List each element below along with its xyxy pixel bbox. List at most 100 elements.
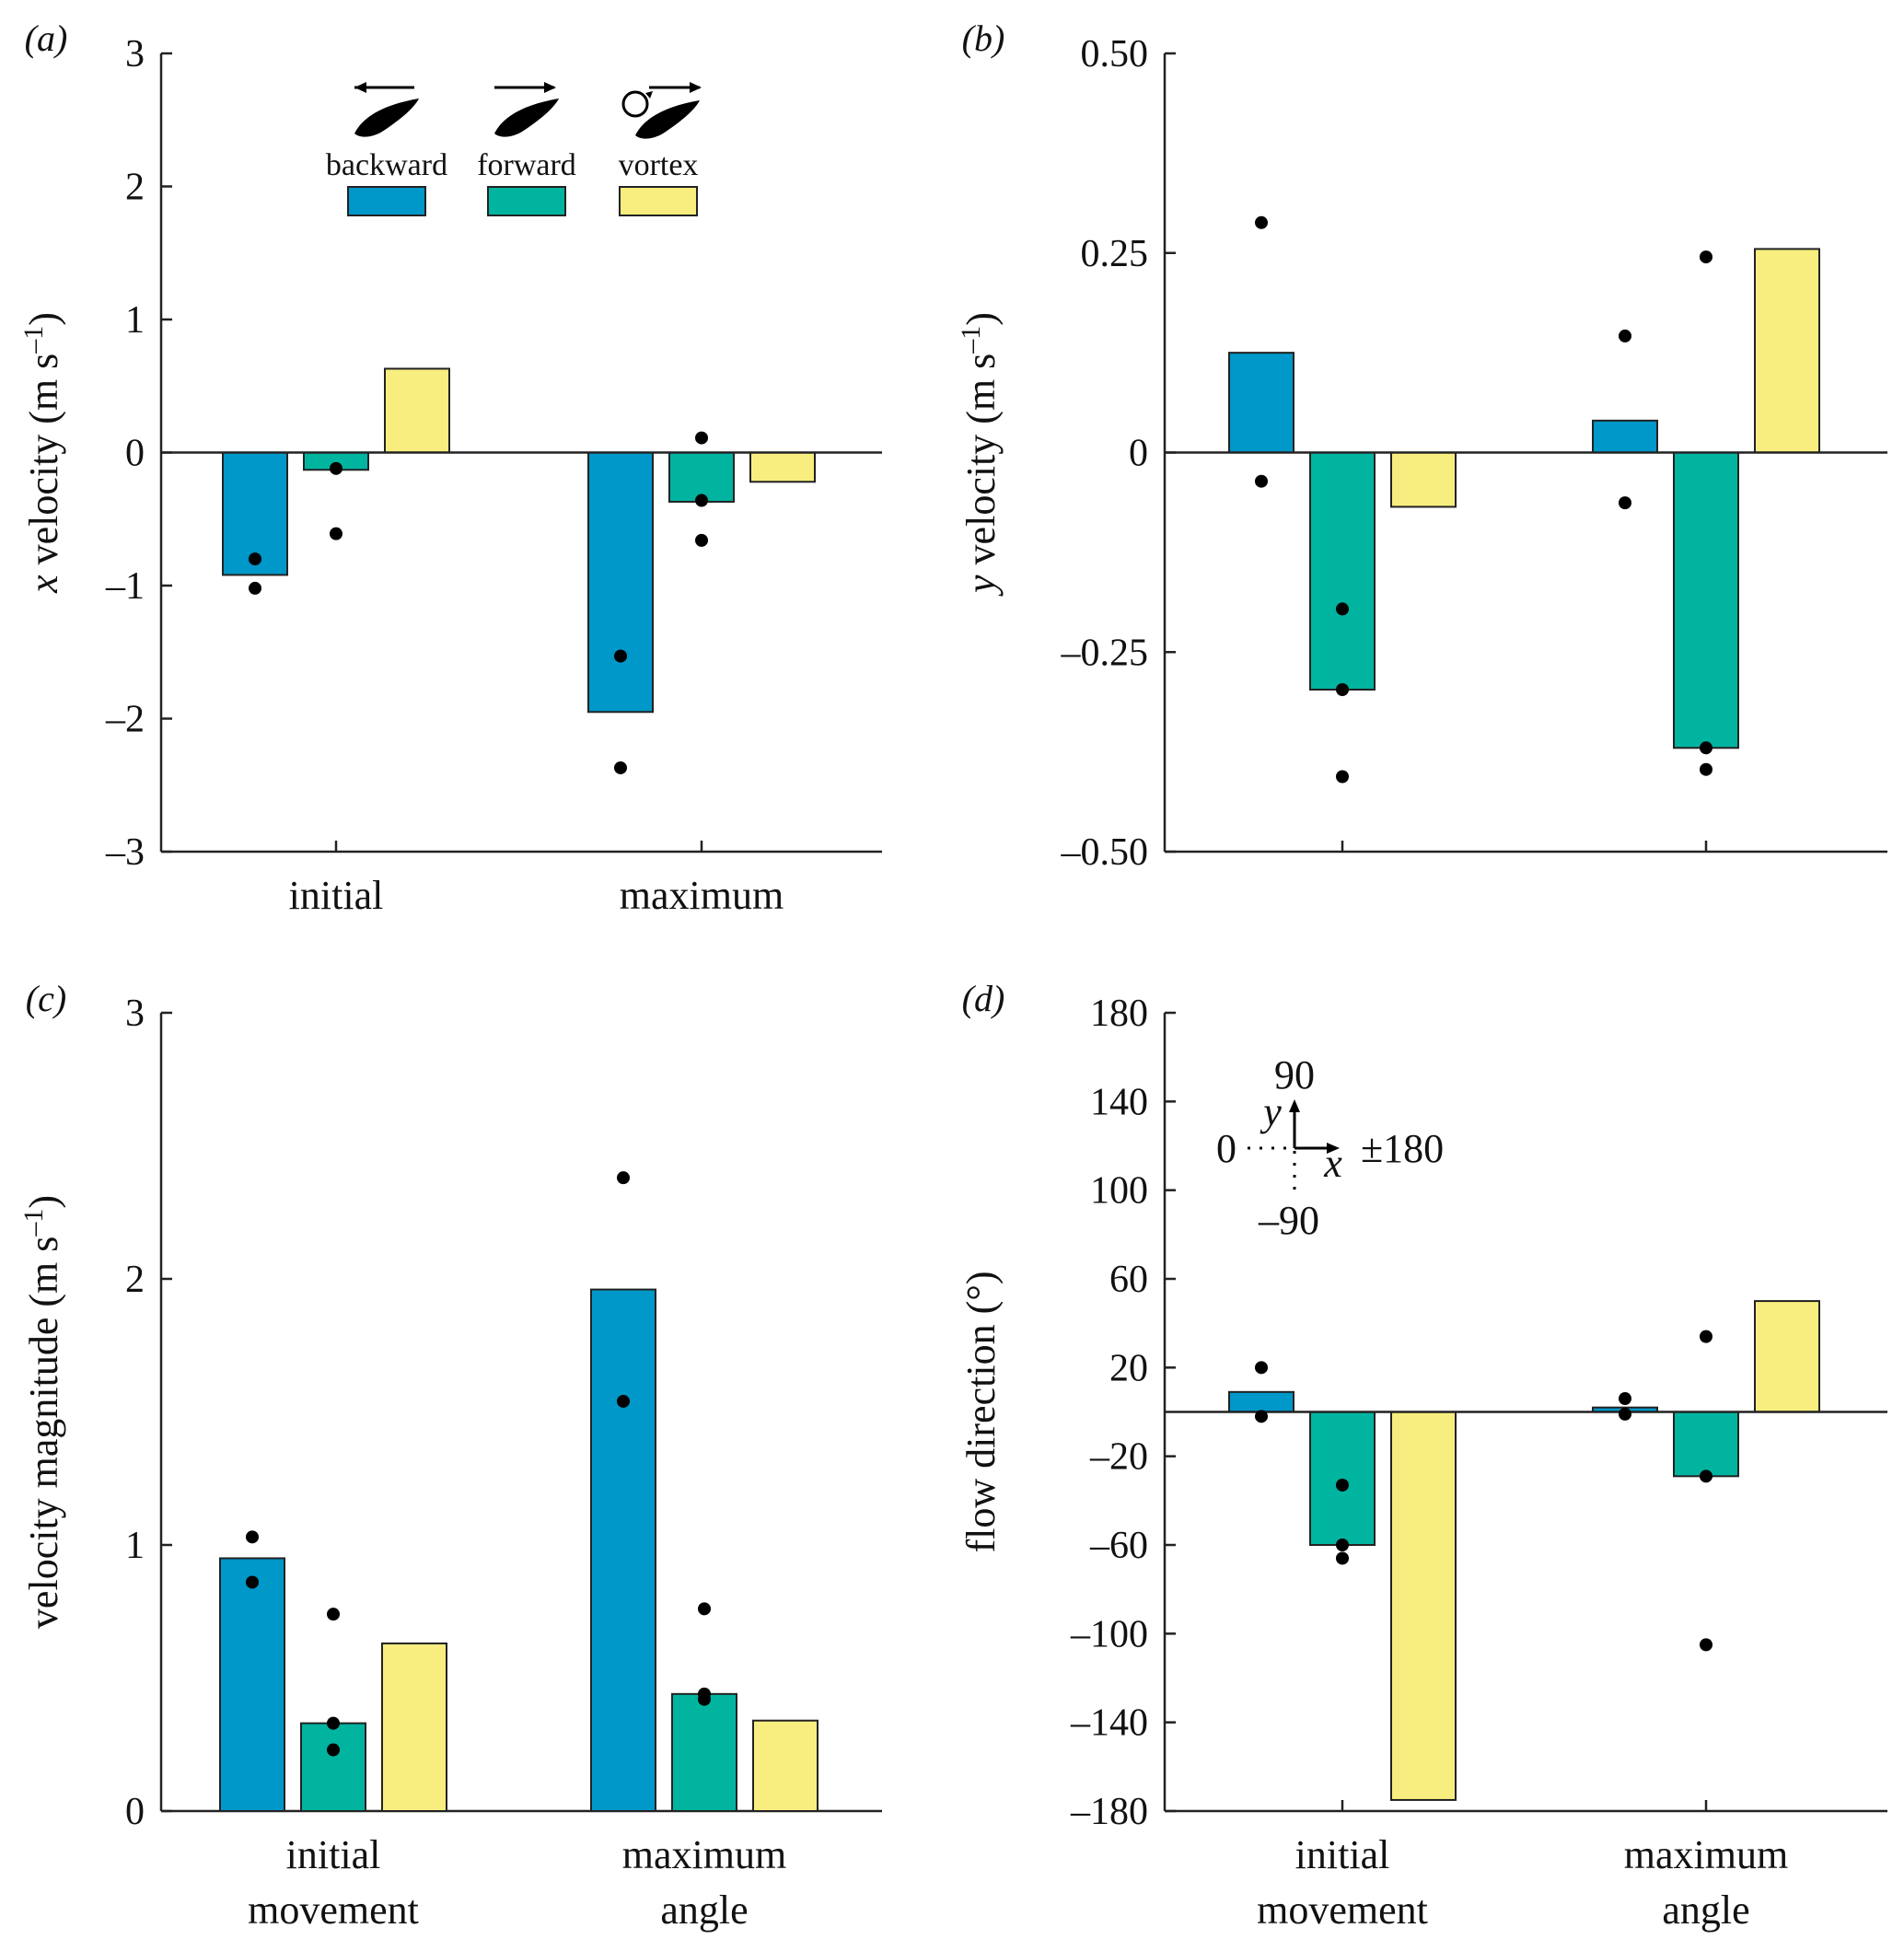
- data-point: [1336, 1478, 1349, 1492]
- panel-letter: (c): [26, 978, 66, 1019]
- data-point: [617, 1394, 630, 1408]
- legend-label-backward: backward: [326, 148, 447, 182]
- inset-label-0: 0: [1216, 1126, 1236, 1171]
- legend-label-forward: forward: [477, 148, 576, 182]
- chart-panel-3: (d) 180 140 100 60 20 –20 –60 –100 –140 –180 initia…: [958, 978, 1887, 1933]
- data-point: [1336, 1539, 1349, 1551]
- y-tick-label: 1: [125, 299, 145, 342]
- bar-vortex: [1754, 248, 1820, 454]
- y-tick-label: 140: [1090, 1081, 1148, 1123]
- y-tick-label: –3: [105, 831, 145, 874]
- data-point: [1619, 1407, 1631, 1421]
- y-tick-label: –140: [1070, 1702, 1148, 1745]
- panels-group: (a) 3 2 1 0 –1 –2 –3 initial maximum x velocity (m…: [18, 17, 1887, 1933]
- y-axis-title-end: ): [958, 312, 1004, 326]
- inset-x-arrowhead: [1327, 1143, 1340, 1154]
- y-tick-label: 20: [1109, 1347, 1148, 1389]
- y-tick-label: 0: [125, 1791, 145, 1833]
- legend-swatch-backward: [347, 186, 426, 216]
- bar-vortex: [1754, 1300, 1820, 1413]
- data-point: [1336, 682, 1349, 696]
- panel-letter: (d): [962, 978, 1005, 1019]
- inset-label-180: ±180: [1361, 1126, 1444, 1171]
- y-tick-label: 180: [1090, 993, 1148, 1035]
- category-label: initial: [1295, 1832, 1390, 1877]
- y-axis-title-var: y: [958, 575, 1004, 597]
- bar-forward: [1309, 1411, 1376, 1546]
- bar-forward: [1673, 1411, 1739, 1478]
- bar-forward: [1673, 451, 1739, 749]
- y-tick-label: 1: [125, 1525, 145, 1567]
- bar-forward: [300, 1722, 366, 1813]
- data-point: [1700, 1469, 1712, 1483]
- data-point: [246, 1530, 259, 1544]
- y-axis-title: flow direction (°): [958, 1272, 1004, 1553]
- category-label: initial: [289, 873, 384, 918]
- legend-swatch-vortex: [619, 186, 698, 216]
- direction-inset: 90 y x 0 ±180 –90: [1216, 1052, 1444, 1243]
- y-axis-title-text: velocity (m s: [21, 354, 66, 575]
- data-point: [249, 581, 261, 595]
- y-tick-label: –1: [105, 565, 145, 608]
- bar-vortex: [1390, 1411, 1457, 1801]
- y-tick-label: 0: [125, 433, 145, 475]
- inset-label-90: 90: [1274, 1052, 1315, 1097]
- data-point: [1255, 474, 1268, 488]
- bar-forward: [668, 451, 735, 503]
- bar-backward: [587, 451, 654, 714]
- y-axis-title: y velocity (m s–1): [956, 312, 1004, 597]
- data-point: [1619, 329, 1631, 343]
- data-point: [330, 527, 342, 540]
- category-label: maximum: [1624, 1832, 1788, 1877]
- data-point: [698, 1602, 711, 1616]
- bar-vortex: [1390, 451, 1457, 508]
- category-label: initial: [286, 1832, 381, 1877]
- legend-label-vortex: vortex: [619, 148, 699, 182]
- data-point: [1700, 762, 1712, 776]
- data-point: [1619, 496, 1631, 510]
- bar-backward: [1228, 352, 1294, 454]
- y-tick-label: 3: [125, 33, 145, 75]
- category-label: angle: [660, 1887, 748, 1933]
- y-axis-title-text: flow direction (°): [958, 1272, 1004, 1553]
- y-axis-title-var: x: [21, 575, 66, 594]
- data-point: [695, 494, 708, 507]
- chart-panel-1: (b) 0.50 0.25 0 –0.25 –0.50 y velocity (m s–1): [956, 17, 1887, 874]
- inset-label-neg90: –90: [1258, 1198, 1319, 1243]
- data-point: [1700, 1638, 1712, 1652]
- seal-flipper-vortex-arrow-icon: [621, 82, 702, 139]
- bar-vortex: [384, 367, 450, 454]
- y-axis-title-sup: –1: [18, 1209, 49, 1237]
- y-tick-label: 100: [1090, 1170, 1148, 1213]
- data-point: [1336, 1551, 1349, 1565]
- category-label: maximum: [622, 1832, 786, 1877]
- y-tick-label: 0.25: [1081, 233, 1149, 275]
- category-label: movement: [1257, 1887, 1428, 1933]
- inset-axis-x: x: [1323, 1141, 1342, 1186]
- chart-panel-0: (a) 3 2 1 0 –1 –2 –3 initial maximum x velocity (m…: [18, 17, 882, 918]
- data-point: [327, 1716, 340, 1730]
- y-tick-label: 2: [125, 1259, 145, 1301]
- data-point: [1700, 1330, 1712, 1343]
- y-tick-label: 0.50: [1081, 33, 1149, 75]
- category-label: maximum: [620, 873, 784, 918]
- data-point: [1619, 1392, 1631, 1406]
- data-point: [1255, 215, 1268, 229]
- data-point: [695, 533, 708, 547]
- panel-letter: (b): [962, 17, 1005, 59]
- data-point: [1700, 250, 1712, 264]
- data-point: [330, 461, 342, 475]
- y-tick-label: –180: [1070, 1791, 1148, 1833]
- data-point: [614, 649, 627, 663]
- bar-forward: [671, 1692, 737, 1812]
- y-axis-title-end: ): [21, 312, 66, 326]
- bar-backward: [219, 1557, 285, 1812]
- panel-letter: (a): [25, 17, 68, 59]
- data-point: [695, 431, 708, 445]
- y-tick-label: 0: [1129, 433, 1148, 475]
- data-point: [327, 1608, 340, 1621]
- seal-flipper-backward-arrow-icon: [354, 82, 419, 137]
- data-point: [1336, 602, 1349, 616]
- data-point: [698, 1692, 711, 1706]
